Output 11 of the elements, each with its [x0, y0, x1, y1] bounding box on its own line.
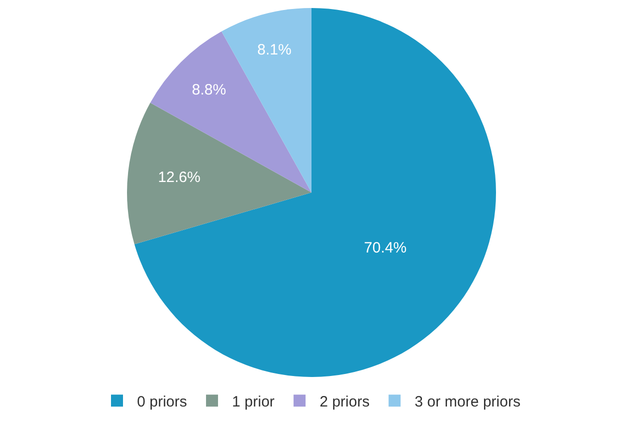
legend-label: 0 priors — [137, 393, 188, 410]
legend-label: 1 prior — [232, 393, 275, 410]
data-label: 12.6% — [158, 169, 200, 186]
data-label: 8.1% — [257, 41, 292, 58]
pie-slice — [134, 8, 496, 377]
legend-label: 3 or more priors — [414, 393, 520, 410]
data-label: 8.8% — [192, 82, 226, 99]
pie-slice — [127, 102, 312, 244]
legend-label: 2 priors — [320, 393, 370, 410]
pie-slice — [150, 31, 312, 192]
data-label: 70.4% — [364, 239, 407, 256]
